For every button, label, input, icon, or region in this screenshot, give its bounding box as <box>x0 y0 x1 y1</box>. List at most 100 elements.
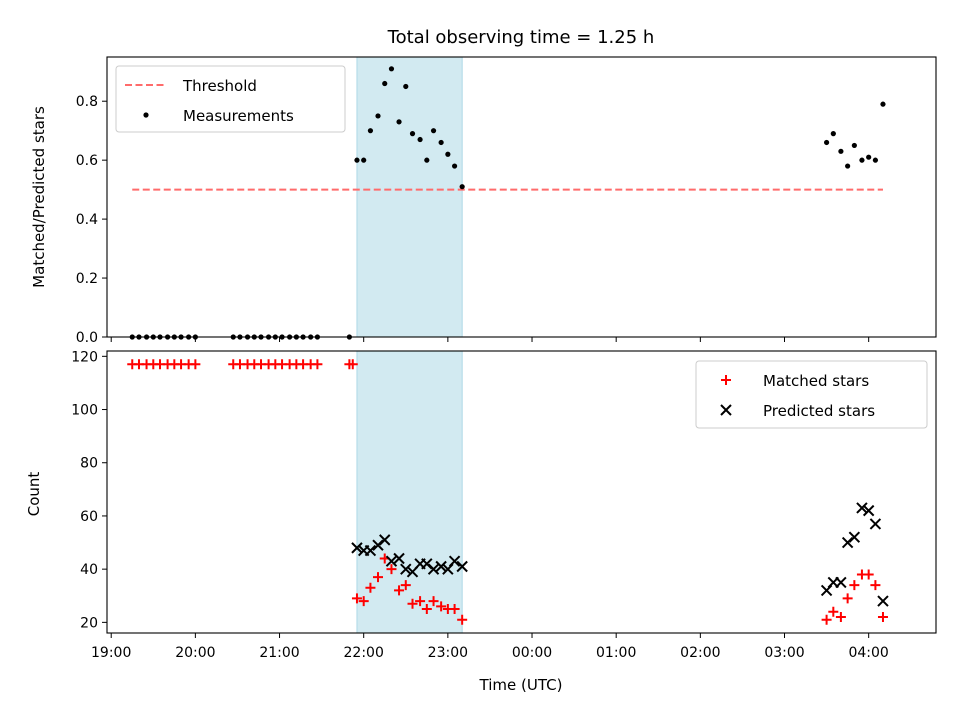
matched-stars-point <box>849 580 860 591</box>
matched-stars-point <box>421 604 432 615</box>
x-tick-label: 22:00 <box>344 645 384 661</box>
predicted-stars-point <box>448 555 461 567</box>
predicted-stars-point <box>835 576 847 589</box>
x-tick-label: 04:00 <box>848 645 888 661</box>
matched-stars-point <box>394 585 405 596</box>
measurements-point <box>367 128 374 134</box>
bottom-legend-box <box>695 360 928 429</box>
measurements-point <box>403 83 409 90</box>
bottom-axes-frame <box>106 350 937 634</box>
matched-stars-point <box>386 564 397 575</box>
top-y-axis-label: Matched/Predicted stars <box>30 106 48 288</box>
bottom-y-tick-label: 120 <box>71 349 98 365</box>
measurements-point <box>375 113 381 119</box>
matched-stars-point <box>821 614 832 625</box>
measurements-point <box>438 139 444 146</box>
measurements-point <box>459 184 465 190</box>
matched-stars-point <box>428 596 439 607</box>
top-legend-box <box>115 65 346 133</box>
measurements-point <box>354 157 360 163</box>
matched-stars-point <box>407 598 418 609</box>
bottom-y-tick-label: 40 <box>80 562 98 578</box>
measurements-point <box>382 80 388 87</box>
matched-stars-point <box>835 612 846 623</box>
matched-stars-point <box>358 596 369 607</box>
measurements-point <box>417 136 423 143</box>
bottom-y-tick-label: 20 <box>80 615 98 631</box>
bottom-y-axis-label: Count <box>25 472 43 517</box>
matched-stars-point <box>870 580 881 591</box>
top-y-tick-label: 0.0 <box>76 330 98 346</box>
predicted-stars-point <box>435 560 447 573</box>
top-axes-frame <box>106 56 937 338</box>
predicted-stars-point <box>869 518 882 530</box>
matched-stars-point <box>351 593 362 604</box>
measurements-point <box>880 101 886 107</box>
matched-stars-point <box>436 601 447 612</box>
matched-stars-point <box>347 359 358 370</box>
x-tick-label: 19:00 <box>91 645 131 661</box>
predicted-stars-point <box>877 595 889 607</box>
matched-stars-point <box>190 359 201 370</box>
predicted-stars-point <box>456 560 468 573</box>
legend-threshold-label: Threshold <box>182 77 257 95</box>
matched-stars-point <box>365 582 376 593</box>
matched-stars-point <box>415 596 426 607</box>
measurements-point <box>409 131 416 137</box>
measurements-point <box>838 148 844 154</box>
matched-stars-point <box>449 604 460 615</box>
matched-stars-point <box>312 359 323 370</box>
measurements-point <box>396 119 402 125</box>
predicted-stars-point <box>848 531 861 543</box>
chart-title: Total observing time = 1.25 h <box>387 27 655 48</box>
bottom-y-tick-label: 60 <box>80 509 98 525</box>
x-tick-label: 23:00 <box>428 645 468 661</box>
legend-matched-stars-label: Matched stars <box>763 372 869 390</box>
predicted-stars-point <box>393 552 405 565</box>
plot-layer: 0.0 0.2 0.4 0.6 0.8 20 40 60 80 100 120 19:00 20:00 2… <box>71 56 937 661</box>
legend-measurements-swatch <box>143 112 149 118</box>
matched-stars-point <box>877 612 888 623</box>
legend-predicted-stars-swatch <box>720 404 732 416</box>
top-y-tick-label: 0.2 <box>76 271 98 287</box>
measurements-point <box>361 157 367 163</box>
matched-stars-point <box>828 606 839 617</box>
top-y-tick-label: 0.8 <box>76 94 98 110</box>
matched-stars-point <box>842 593 853 604</box>
measurements-point <box>823 139 830 146</box>
measurements-point <box>830 131 836 137</box>
top-highlight-span <box>356 56 463 338</box>
x-tick-label: 03:00 <box>764 645 804 661</box>
predicted-stars-point <box>856 502 868 514</box>
matched-stars-point <box>373 572 384 583</box>
matched-stars-point <box>457 614 468 625</box>
bottom-y-tick-label: 100 <box>71 403 98 419</box>
predicted-stars-point <box>351 542 363 554</box>
x-tick-label: 00:00 <box>512 645 552 661</box>
x-tick-label: 01:00 <box>596 645 636 661</box>
x-axis-label: Time (UTC) <box>479 676 563 694</box>
top-y-tick-label: 0.4 <box>76 212 98 228</box>
predicted-stars-point <box>364 544 377 557</box>
legend-measurements-label: Measurements <box>183 107 294 125</box>
measurements-point <box>872 157 879 163</box>
x-tick-label: 21:00 <box>259 645 299 661</box>
predicted-stars-point <box>862 504 875 517</box>
measurements-point <box>430 128 437 134</box>
bottom-y-tick-label: 80 <box>80 456 98 472</box>
top-y-tick-label: 0.6 <box>76 153 98 169</box>
predicted-stars-point <box>427 563 440 575</box>
measurements-point <box>866 154 872 160</box>
measurements-point <box>845 163 851 169</box>
predicted-stars-point <box>400 563 412 575</box>
measurements-point <box>424 157 430 163</box>
predicted-stars-point <box>379 534 391 546</box>
measurements-point <box>451 163 458 169</box>
measurements-point <box>445 151 451 157</box>
x-tick-label: 02:00 <box>680 645 720 661</box>
legend-matched-stars-swatch <box>721 375 731 385</box>
matched-stars-point <box>863 569 874 580</box>
measurements-point <box>859 157 865 163</box>
x-tick-label: 20:00 <box>175 645 215 661</box>
